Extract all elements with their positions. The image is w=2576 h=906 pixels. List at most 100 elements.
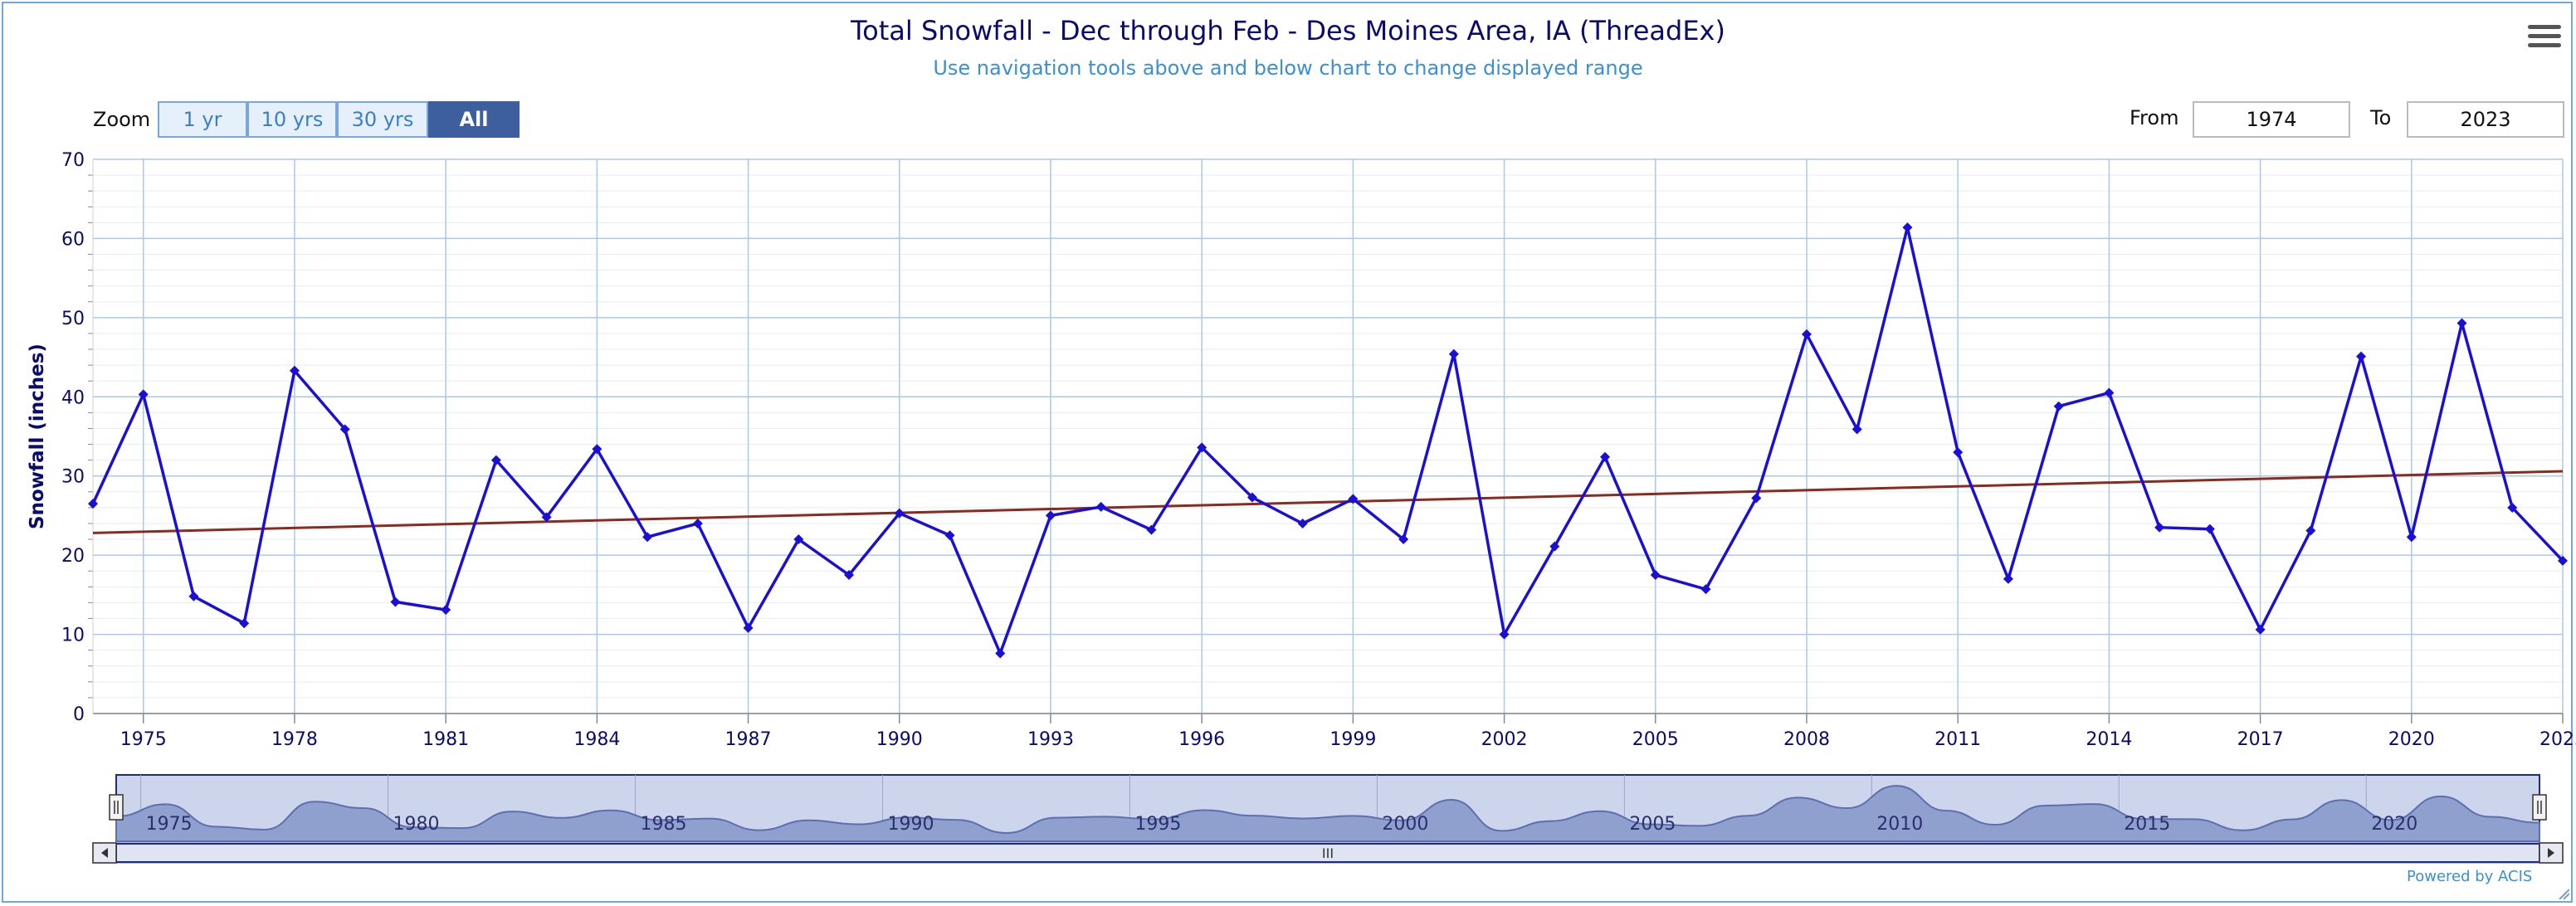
data-point	[793, 534, 804, 545]
data-point	[1852, 424, 1862, 435]
series-line	[91, 226, 2564, 658]
data-point	[2154, 522, 2165, 533]
data-point	[289, 365, 300, 376]
chart-title: Total Snowfall - Dec through Feb - Des M…	[851, 15, 1725, 46]
data-point	[1297, 518, 1308, 528]
from-label: From	[2130, 106, 2179, 129]
data-point	[1751, 493, 1762, 504]
to-label: To	[2370, 106, 2392, 129]
data-point	[490, 455, 501, 465]
data-point	[1953, 447, 1964, 458]
data-point	[88, 499, 98, 509]
resize-grip-icon	[2559, 889, 2569, 899]
data-point	[1700, 584, 1711, 595]
grid	[93, 158, 2564, 714]
data-point	[1902, 222, 1913, 233]
data-point	[1095, 501, 1106, 512]
navigator[interactable]: 1975 1980 1985 1990 1995 2000 2005 2010 2015 2020	[109, 774, 2547, 842]
data-point	[2558, 555, 2568, 566]
x-tick-label: 1990	[876, 729, 923, 750]
data-point	[239, 618, 250, 629]
x-tick-labels: 1975 1978 1981 1984 1987 1990 1993 1996 1999 2002…	[120, 729, 2576, 750]
menu-bar	[2528, 43, 2561, 47]
from-date-input[interactable]	[2193, 101, 2350, 138]
x-tick-label: 1996	[1178, 729, 1225, 750]
data-point	[541, 512, 552, 523]
powered-by-link[interactable]: Powered by ACIS	[2407, 868, 2533, 885]
data-point	[1600, 451, 1611, 462]
data-points	[88, 222, 2568, 659]
y-tick-label: 20	[61, 546, 85, 567]
data-point	[441, 604, 451, 615]
data-point	[692, 518, 703, 528]
data-point	[642, 532, 653, 543]
data-point	[1146, 524, 1157, 535]
x-tick-label: 1984	[573, 729, 620, 750]
data-point	[339, 424, 350, 435]
axes	[88, 159, 2564, 723]
y-tick-labels: 0 10 20 30 40 50 60 70	[61, 150, 85, 725]
data-point	[2053, 401, 2064, 412]
data-point	[995, 648, 1006, 659]
navigator-tick-label: 1975	[146, 814, 193, 835]
data-point	[894, 508, 905, 519]
menu-bar	[2528, 25, 2561, 29]
navigator-tick-label: 2000	[1382, 814, 1428, 835]
data-point	[592, 444, 603, 455]
x-tick-label: 1975	[120, 729, 167, 750]
x-tick-label: 2014	[2086, 729, 2132, 750]
data-point	[188, 591, 199, 602]
x-tick-label: 1987	[725, 729, 772, 750]
navigator-tick-label: 1990	[887, 814, 934, 835]
x-tick-label: 1999	[1329, 729, 1376, 750]
data-point	[2305, 525, 2316, 536]
y-tick-label: 0	[73, 704, 85, 725]
y-tick-label: 60	[61, 229, 85, 250]
x-tick-label: 2008	[1783, 729, 1830, 750]
navigator-left-handle[interactable]	[109, 794, 124, 821]
zoom-1yr-button[interactable]: 1 yr	[158, 101, 247, 138]
data-point	[1398, 534, 1409, 545]
zoom-all-button[interactable]: All	[428, 101, 520, 138]
x-tick-label: 2005	[1632, 729, 1679, 750]
chart-subtitle: Use navigation tools above and below cha…	[933, 56, 1643, 80]
x-tick-label: 1978	[271, 729, 318, 750]
navigator-right-handle[interactable]	[2532, 794, 2547, 821]
data-point	[1499, 629, 1510, 640]
y-tick-label: 30	[61, 467, 85, 488]
scroll-right-arrow-icon	[2548, 848, 2554, 858]
y-tick-label: 50	[61, 309, 85, 329]
zoom-30yrs-button[interactable]: 30 yrs	[337, 101, 428, 138]
navigator-tick-label: 1985	[641, 814, 687, 835]
data-point	[2507, 502, 2518, 513]
navigator-tick-label: 1980	[393, 814, 440, 835]
hamburger-menu-icon[interactable]	[2528, 25, 2561, 53]
data-point	[1197, 442, 1208, 453]
data-point	[1549, 541, 1560, 552]
data-point	[2204, 524, 2215, 534]
navigator-area	[115, 785, 2540, 842]
data-point	[2255, 624, 2266, 635]
data-point	[1247, 492, 1257, 503]
data-point	[2003, 573, 2013, 584]
data-point	[390, 597, 401, 607]
y-axis-label: Snowfall (inches)	[27, 343, 48, 529]
scroll-left-arrow-icon	[101, 848, 108, 858]
menu-bar	[2528, 34, 2561, 38]
data-point	[844, 570, 855, 580]
scrollbar[interactable]: III	[92, 842, 2564, 864]
zoom-10yrs-button[interactable]: 10 yrs	[247, 101, 337, 138]
scrollbar-grip-icon: III	[1322, 845, 1334, 861]
data-point	[944, 530, 955, 541]
navigator-tick-labels: 1975 1980 1985 1990 1995 2000 2005 2010 2015 2020	[146, 814, 2418, 835]
navigator-tick-label: 1995	[1134, 814, 1181, 835]
data-point	[2406, 532, 2417, 543]
data-point	[743, 622, 754, 633]
x-tick-label: 1993	[1027, 729, 1074, 750]
data-point	[2356, 351, 2367, 362]
to-date-input[interactable]	[2407, 101, 2564, 138]
data-point	[138, 389, 149, 400]
data-point	[2104, 387, 2115, 398]
